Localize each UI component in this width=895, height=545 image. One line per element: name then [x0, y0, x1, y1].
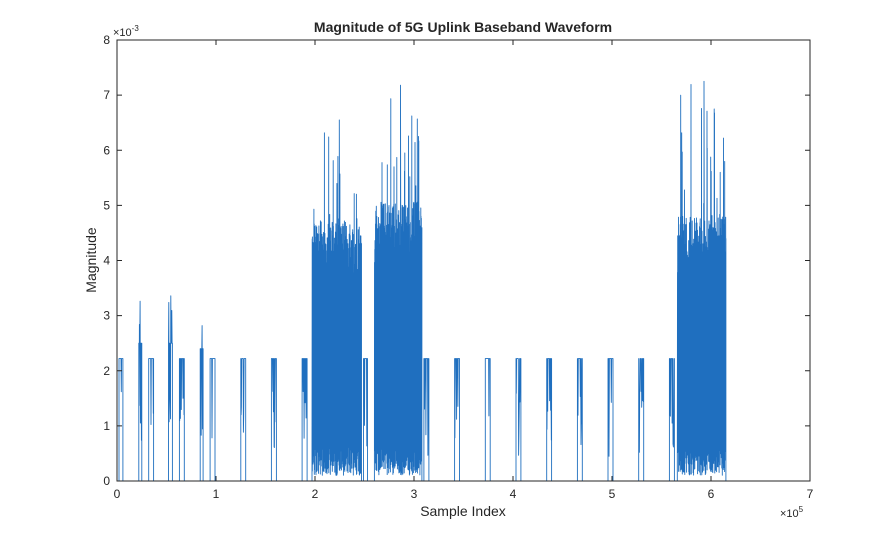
y-tick-label: 2 [103, 364, 110, 378]
y-axis: 0 1 2 3 4 5 6 7 8 [103, 33, 810, 488]
series-layer [117, 80, 810, 482]
y-tick-label: 4 [103, 254, 110, 268]
y-tick-label: 8 [103, 33, 110, 47]
x-axis: 0 1 2 3 4 5 6 7 [114, 40, 814, 501]
x-exponent-base: ×10 [780, 508, 799, 520]
x-tick-label: 5 [609, 487, 616, 501]
y-tick-label: 6 [103, 143, 110, 157]
x-tick-label: 0 [114, 487, 121, 501]
y-tick-label: 5 [103, 198, 110, 212]
y-exponent-label: ×10-3 [113, 24, 139, 39]
x-tick-label: 6 [708, 487, 715, 501]
y-exponent-power: -3 [132, 24, 140, 33]
x-exponent-label: ×105 [780, 505, 804, 520]
x-exponent-power: 5 [799, 505, 804, 514]
x-tick-label: 1 [213, 487, 220, 501]
x-tick-label: 4 [510, 487, 517, 501]
x-tick-label: 3 [411, 487, 418, 501]
y-tick-label: 1 [103, 419, 110, 433]
chart-title: Magnitude of 5G Uplink Baseband Waveform [314, 19, 612, 35]
x-tick-label: 7 [807, 487, 814, 501]
magnitude-series-line [117, 80, 810, 482]
y-axis-label: Magnitude [83, 227, 99, 293]
y-tick-label: 3 [103, 309, 110, 323]
y-exponent-base: ×10 [113, 27, 132, 39]
y-tick-label: 7 [103, 88, 110, 102]
x-axis-label: Sample Index [420, 503, 506, 519]
x-tick-label: 2 [312, 487, 319, 501]
y-tick-label: 0 [103, 474, 110, 488]
